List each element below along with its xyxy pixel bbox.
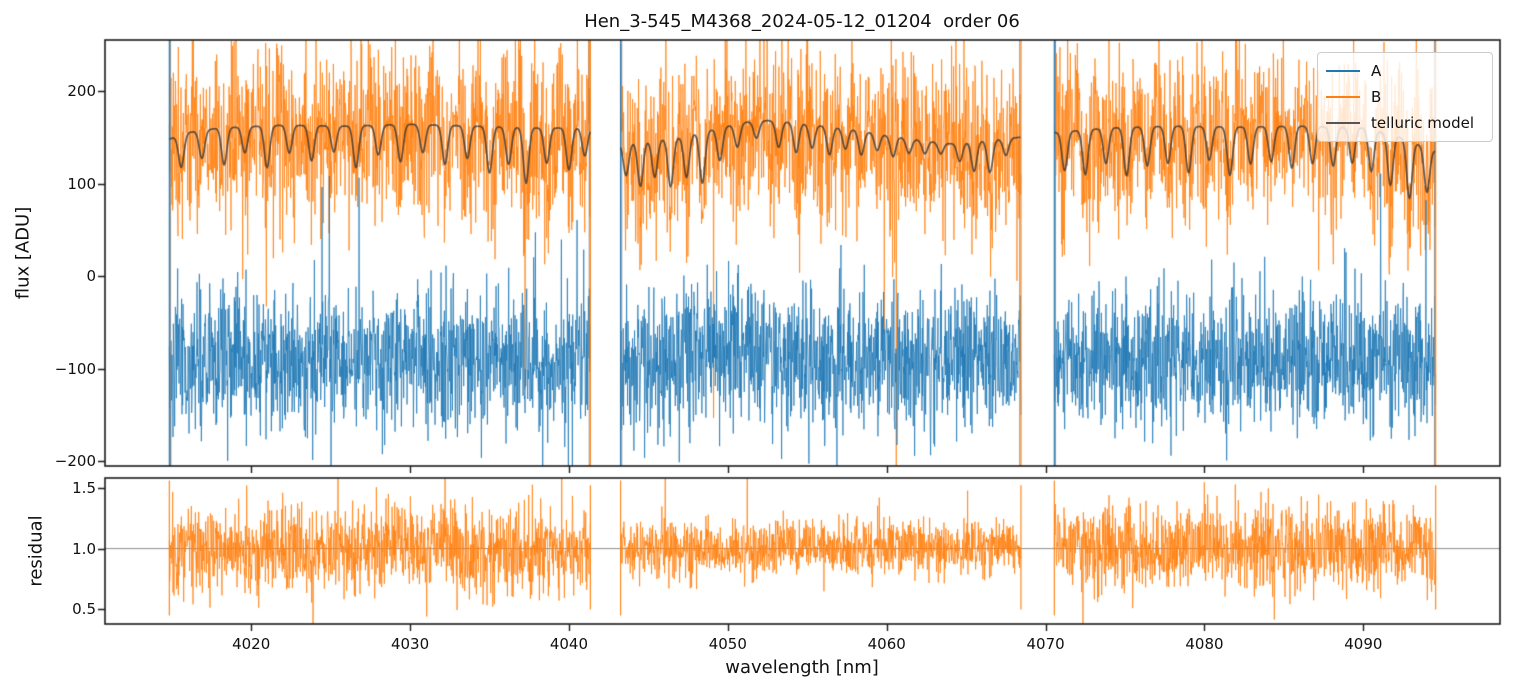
flux-y-tick-label: 100 bbox=[67, 174, 96, 193]
x-tick-label: 4050 bbox=[708, 635, 747, 653]
legend-entry: telluric model bbox=[1326, 110, 1482, 136]
x-tick-label: 4030 bbox=[390, 635, 430, 653]
legend-line-swatch bbox=[1326, 70, 1360, 72]
flux-y-tick-label: −100 bbox=[54, 359, 96, 378]
x-tick-label: 4040 bbox=[549, 635, 589, 653]
residual-y-tick-label: 0.5 bbox=[72, 600, 96, 619]
residual-y-tick-label: 1.5 bbox=[72, 478, 96, 497]
x-tick-label: 4090 bbox=[1344, 635, 1383, 653]
legend-label: telluric model bbox=[1371, 113, 1475, 132]
legend-label: B bbox=[1371, 87, 1382, 106]
legend-label: A bbox=[1371, 61, 1382, 80]
legend-entry: B bbox=[1326, 84, 1482, 110]
flux-y-tick-label: 0 bbox=[86, 267, 96, 286]
x-tick-label: 4060 bbox=[867, 635, 906, 653]
flux-y-tick-label: −200 bbox=[54, 452, 96, 471]
flux-axis-label: flux [ADU] bbox=[12, 206, 34, 300]
legend-line-swatch bbox=[1326, 96, 1360, 98]
flux-y-tick-label: 200 bbox=[67, 81, 96, 100]
x-tick-label: 4020 bbox=[232, 635, 271, 653]
figure-title: Hen_3-545_M4368_2024-05-12_01204 order 0… bbox=[584, 11, 1020, 32]
legend-entry: A bbox=[1326, 58, 1482, 84]
wavelength-axis-label: wavelength [nm] bbox=[725, 657, 879, 678]
x-tick-label: 4080 bbox=[1185, 635, 1224, 653]
x-tick-label: 4070 bbox=[1026, 635, 1065, 653]
residual-y-tick-label: 1.0 bbox=[72, 539, 96, 558]
legend-line-swatch bbox=[1326, 122, 1360, 124]
